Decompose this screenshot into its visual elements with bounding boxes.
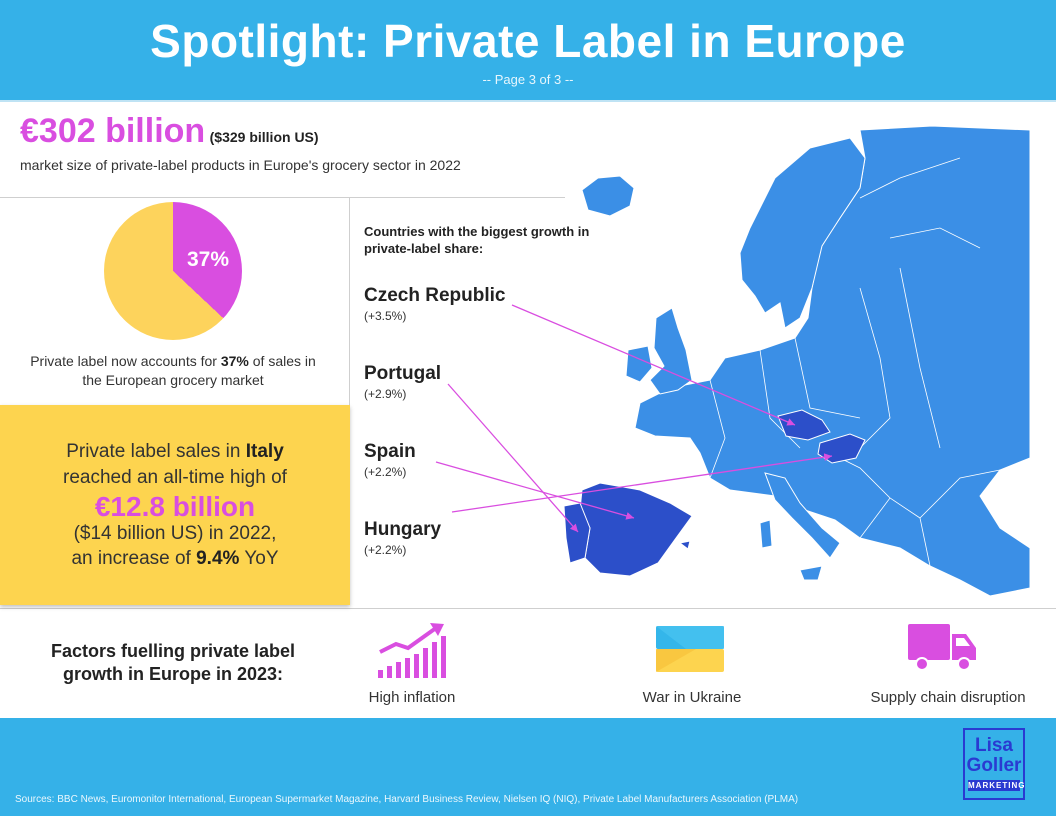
country-change: (+2.2%) <box>364 543 407 557</box>
divider <box>0 608 1056 609</box>
italy-text: Private label sales in <box>66 441 246 462</box>
country-name: Czech Republic <box>364 285 506 306</box>
logo-line-3: MARKETING <box>968 780 1026 791</box>
italy-amount: €12.8 billion <box>94 491 256 522</box>
sources-text: Sources: BBC News, Euromonitor Internati… <box>15 794 799 805</box>
pie-caption-text: Private label now accounts for <box>30 353 221 369</box>
pie-slice-label: 37% <box>187 248 230 271</box>
country-czech-republic: Czech Republic (+3.5%) <box>364 285 505 323</box>
country-change: (+3.5%) <box>364 309 407 323</box>
factor-high-inflation: High inflation <box>368 689 456 706</box>
brand-logo: Lisa Goller MARKETING <box>963 728 1025 800</box>
country-change: (+2.9%) <box>364 387 407 401</box>
country-portugal: Portugal (+2.9%) <box>364 363 441 401</box>
private-label-share-pie <box>104 202 242 340</box>
growth-heading: Countries with the biggest growth in pri… <box>364 224 590 256</box>
market-size-stat: €302 billion ($329 billion US) <box>20 112 319 151</box>
factor-supply-chain: Supply chain disruption <box>870 689 1026 706</box>
italy-line-5: an increase of 9.4% YoY <box>0 548 350 570</box>
country-hungary: Hungary (+2.2%) <box>364 519 441 557</box>
divider <box>349 198 350 605</box>
country-name: Hungary <box>364 519 442 540</box>
market-size-description: market size of private-label products in… <box>20 157 461 173</box>
country-spain: Spain (+2.2%) <box>364 441 416 479</box>
map-scandinavia <box>739 137 866 329</box>
italy-growth-pct: 9.4% <box>196 548 240 569</box>
factors-title: Factors fuelling private label growth in… <box>50 641 296 684</box>
market-size-usd: ($329 billion US) <box>209 129 319 145</box>
factor-war-in-ukraine: War in Ukraine <box>642 689 742 706</box>
italy-line-2: reached an all-time high of <box>63 467 287 488</box>
logo-line-2: Goller <box>966 755 1022 776</box>
italy-line-4: ($14 billion US) in 2022, <box>73 523 277 544</box>
map-uk <box>649 307 693 395</box>
map-sicily <box>799 565 823 581</box>
pie-caption: Private label now accounts for 37% of sa… <box>20 352 326 390</box>
delivery-truck-icon <box>908 624 976 671</box>
divider <box>0 197 565 198</box>
map-spain <box>579 482 693 577</box>
country-name: Portugal <box>364 363 442 384</box>
country-change: (+2.2%) <box>364 465 407 479</box>
map-ireland <box>625 345 653 383</box>
italy-line-1: Private label sales in Italy <box>0 441 350 463</box>
map-iceland <box>581 175 635 217</box>
arrow-portugal <box>447 383 579 533</box>
map-balearic <box>678 540 691 550</box>
map-sardinia <box>759 519 773 549</box>
ukraine-flag-icon <box>656 626 724 672</box>
logo-line-1: Lisa <box>974 735 1014 756</box>
page-title: Spotlight: Private Label in Europe <box>150 15 906 67</box>
pie-caption-text: of sales in the European grocery market <box>82 353 316 388</box>
pie-caption-bold: 37% <box>220 353 249 369</box>
footer-banner: Sources: BBC News, Euromonitor Internati… <box>0 718 1056 816</box>
italy-text: YoY <box>239 548 279 569</box>
market-size-value: €302 billion <box>20 112 206 150</box>
europe-map <box>563 125 1030 597</box>
header-banner: Spotlight: Private Label in Europe -- Pa… <box>0 0 1056 102</box>
rising-bars-arrow-icon <box>378 623 446 678</box>
italy-highlight-box: Private label sales in Italy reached an … <box>0 405 350 605</box>
italy-text: an increase of <box>71 548 197 569</box>
page-indicator: -- Page 3 of 3 -- <box>482 72 574 87</box>
italy-country: Italy <box>245 441 284 462</box>
country-name: Spain <box>364 441 416 462</box>
